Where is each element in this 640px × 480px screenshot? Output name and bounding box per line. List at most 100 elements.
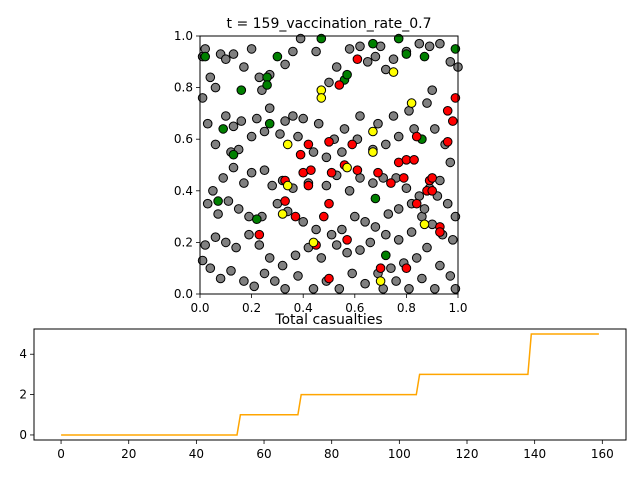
scatter-point (419, 219, 430, 230)
scatter-point (324, 273, 334, 284)
scatter-point (246, 44, 257, 54)
scatter-point (233, 204, 244, 214)
scatter-point (254, 229, 265, 240)
scatter-point (419, 51, 430, 62)
scatter-point (337, 147, 347, 157)
scatter-point (262, 80, 272, 90)
scatter-point (442, 106, 453, 116)
casualties-title: Total casualties (274, 312, 382, 328)
scatter-point (448, 235, 458, 245)
scatter-point (251, 214, 262, 224)
scatter-point (365, 237, 376, 248)
scatter-point (435, 227, 445, 237)
scatter-point (370, 193, 381, 204)
scatter-point (208, 186, 218, 196)
scatter-point (244, 211, 254, 222)
scatter-point (393, 204, 404, 214)
scatter-title: t = 159_vaccination_rate_0.7 (227, 16, 432, 32)
casualties-x-tick-label: 120 (456, 447, 479, 461)
casualties-x-tick-label: 20 (121, 447, 136, 461)
casualties-y-tick-label: 4 (19, 347, 27, 361)
scatter-point (411, 198, 422, 209)
scatter-point (419, 204, 430, 214)
scatter-point (267, 180, 278, 191)
scatter-point (259, 165, 270, 175)
casualties-y-tick-label: 2 (19, 388, 27, 402)
casualties-x-axis: 0 20 40 60 80 100 120 140 160 (57, 440, 614, 461)
scatter-point (435, 260, 445, 271)
scatter-point (339, 124, 350, 134)
scatter-point (375, 276, 386, 286)
scatter-point (406, 98, 417, 108)
scatter-y-axis: 0.0 0.2 0.4 0.6 0.8 1.0 (174, 29, 200, 301)
casualties-series-line (61, 333, 599, 436)
scatter-point (352, 165, 363, 175)
scatter-point (288, 46, 298, 57)
scatter-point (331, 240, 342, 250)
scatter-point (249, 281, 259, 292)
scatter-point (373, 118, 383, 129)
scatter-point (270, 276, 280, 286)
scatter-point (244, 229, 254, 240)
scatter-point (280, 196, 290, 206)
scatter-point (424, 41, 435, 52)
scatter-point (221, 111, 231, 121)
scatter-point (246, 167, 257, 178)
scatter-point (316, 93, 327, 103)
scatter-point (406, 227, 417, 237)
scatter-point (223, 196, 234, 206)
casualties-x-tick-label: 160 (591, 447, 614, 461)
scatter-point (337, 224, 347, 235)
scatter-point (218, 173, 228, 183)
scatter-point (391, 276, 401, 286)
scatter-point (254, 240, 265, 250)
scatter-point (231, 242, 241, 253)
scatter-point (409, 155, 419, 165)
scatter-point (311, 46, 321, 57)
scatter-point (401, 263, 412, 274)
scatter-point (213, 196, 223, 206)
scatter-point (251, 113, 262, 124)
scatter-point (368, 126, 378, 137)
scatter-point (355, 111, 365, 121)
scatter-point (362, 57, 373, 67)
scatter-point (202, 118, 213, 129)
scatter-point (246, 131, 257, 142)
scatter-point (239, 276, 249, 286)
scatter-point (226, 266, 236, 276)
scatter-x-tick-label: 0.4 (294, 301, 313, 315)
scatter-point (308, 147, 319, 157)
scatter-y-tick-label: 0.8 (174, 81, 193, 95)
scatter-point (259, 126, 270, 137)
scatter-point (370, 51, 381, 62)
scatter-point (205, 72, 216, 83)
scatter-point (442, 137, 453, 147)
scatter-x-tick-label: 0.0 (190, 301, 209, 315)
scatter-point (282, 139, 293, 150)
scatter-point (435, 38, 445, 49)
scatter-point (319, 211, 329, 222)
scatter-point (324, 198, 334, 209)
casualties-x-tick-label: 0 (57, 447, 65, 461)
scatter-point (277, 260, 288, 271)
scatter-point (306, 165, 316, 175)
scatter-point (280, 116, 290, 126)
scatter-point (324, 77, 334, 88)
scatter-point (393, 235, 404, 245)
casualties-x-tick-label: 100 (388, 447, 411, 461)
scatter-point (272, 51, 283, 62)
scatter-point (298, 113, 309, 124)
scatter-point (355, 245, 365, 255)
scatter-x-axis: 0.0 0.2 0.4 0.6 0.8 1.0 (190, 294, 468, 315)
scatter-point (445, 57, 456, 67)
casualties-y-tick-label: 0 (19, 428, 27, 442)
scatter-point (414, 38, 425, 49)
scatter-point (295, 149, 306, 160)
scatter-point (375, 263, 386, 274)
scatter-point (293, 131, 303, 142)
scatter-point (228, 162, 239, 173)
scatter-point (352, 54, 363, 65)
scatter-point (321, 152, 332, 163)
scatter-y-tick-label: 1.0 (174, 29, 193, 43)
scatter-point (236, 116, 247, 126)
